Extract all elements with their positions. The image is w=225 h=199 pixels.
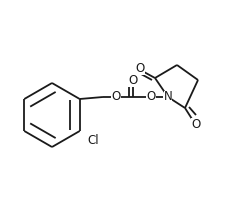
Text: O: O <box>191 117 201 131</box>
Text: Cl: Cl <box>88 135 99 147</box>
Text: O: O <box>111 91 121 103</box>
Text: N: N <box>164 91 172 103</box>
Text: O: O <box>146 91 156 103</box>
Text: O: O <box>128 73 138 87</box>
Text: O: O <box>135 61 145 74</box>
